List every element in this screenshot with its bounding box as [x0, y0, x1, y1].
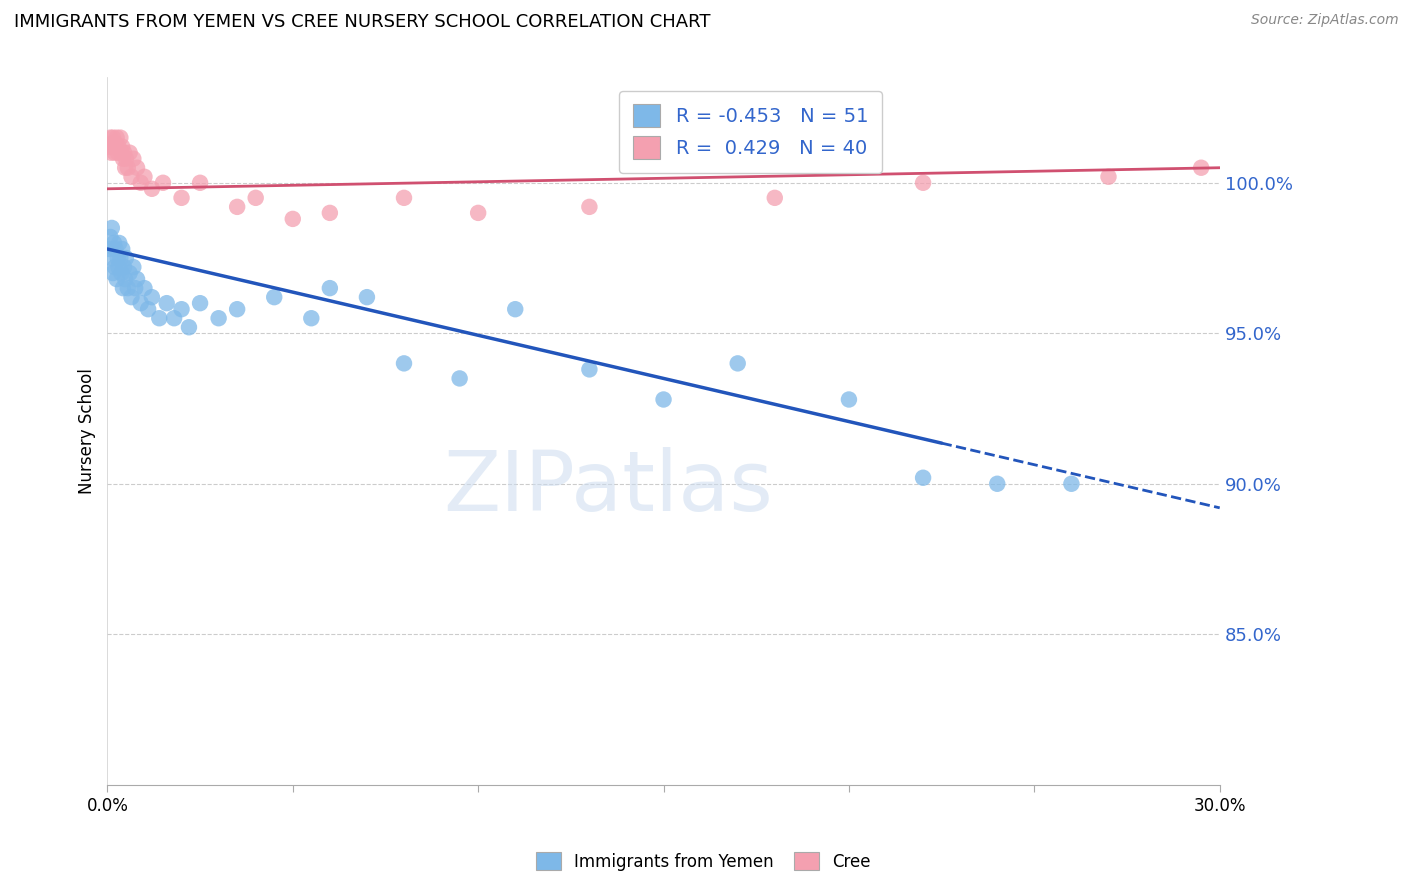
Point — [503, 302, 526, 317]
Point — [188, 176, 211, 190]
Point — [136, 302, 159, 317]
Point — [98, 230, 121, 244]
Point — [112, 260, 135, 274]
Point — [118, 145, 141, 160]
Point — [115, 251, 138, 265]
Point — [449, 371, 471, 385]
Point — [111, 281, 134, 295]
Point — [98, 242, 121, 256]
Point — [319, 206, 342, 220]
Point — [101, 221, 124, 235]
Point — [1097, 169, 1119, 184]
Point — [104, 136, 127, 151]
Point — [104, 145, 127, 160]
Point — [118, 266, 141, 280]
Point — [114, 161, 136, 175]
Point — [121, 290, 143, 304]
Text: IMMIGRANTS FROM YEMEN VS CREE NURSERY SCHOOL CORRELATION CHART: IMMIGRANTS FROM YEMEN VS CREE NURSERY SC… — [14, 13, 710, 31]
Point — [1060, 476, 1083, 491]
Point — [177, 320, 200, 334]
Point — [912, 471, 935, 485]
Point — [110, 145, 132, 160]
Point — [356, 290, 378, 304]
Point — [110, 130, 132, 145]
Point — [578, 200, 600, 214]
Point — [110, 251, 132, 265]
Point — [129, 296, 152, 310]
Point — [134, 281, 156, 295]
Point — [101, 136, 124, 151]
Point — [207, 311, 229, 326]
Point — [319, 281, 342, 295]
Point — [103, 139, 125, 153]
Point — [107, 145, 129, 160]
Point — [100, 145, 122, 160]
Point — [392, 191, 415, 205]
Point — [117, 281, 139, 295]
Point — [170, 191, 193, 205]
Point — [107, 139, 129, 153]
Point — [121, 169, 143, 184]
Point — [763, 191, 786, 205]
Point — [141, 182, 163, 196]
Point — [912, 176, 935, 190]
Point — [578, 362, 600, 376]
Point — [98, 130, 121, 145]
Point — [392, 356, 415, 370]
Point — [117, 161, 139, 175]
Point — [188, 296, 211, 310]
Point — [104, 242, 127, 256]
Point — [299, 311, 322, 326]
Point — [111, 139, 134, 153]
Point — [122, 260, 145, 274]
Point — [129, 176, 152, 190]
Text: Source: ZipAtlas.com: Source: ZipAtlas.com — [1251, 13, 1399, 28]
Point — [727, 356, 749, 370]
Legend: Immigrants from Yemen, Cree: Immigrants from Yemen, Cree — [527, 844, 879, 880]
Point — [156, 296, 179, 310]
Point — [263, 290, 285, 304]
Point — [111, 242, 134, 256]
Point — [838, 392, 860, 407]
Point — [163, 311, 186, 326]
Point — [114, 272, 136, 286]
Point — [226, 200, 249, 214]
Point — [101, 266, 124, 280]
Point — [101, 130, 124, 145]
Text: ZIPatlas: ZIPatlas — [443, 447, 773, 528]
Point — [652, 392, 675, 407]
Point — [226, 302, 249, 317]
Y-axis label: Nursery School: Nursery School — [79, 368, 96, 494]
Point — [986, 476, 1008, 491]
Point — [108, 235, 131, 250]
Point — [107, 260, 129, 274]
Point — [134, 169, 156, 184]
Point — [122, 152, 145, 166]
Point — [111, 152, 134, 166]
Point — [148, 311, 170, 326]
Point — [245, 191, 267, 205]
Point — [100, 251, 122, 265]
Point — [170, 302, 193, 317]
Point — [124, 281, 146, 295]
Point — [115, 152, 138, 166]
Point — [125, 272, 148, 286]
Point — [1189, 161, 1212, 175]
Point — [103, 235, 125, 250]
Point — [281, 211, 304, 226]
Point — [105, 272, 128, 286]
Point — [467, 206, 489, 220]
Point — [110, 266, 132, 280]
Point — [104, 260, 127, 274]
Point — [125, 161, 148, 175]
Point — [105, 130, 128, 145]
Point — [152, 176, 174, 190]
Point — [107, 251, 129, 265]
Point — [141, 290, 163, 304]
Legend: R = -0.453   N = 51, R =  0.429   N = 40: R = -0.453 N = 51, R = 0.429 N = 40 — [620, 91, 882, 172]
Point — [112, 145, 135, 160]
Point — [98, 139, 121, 153]
